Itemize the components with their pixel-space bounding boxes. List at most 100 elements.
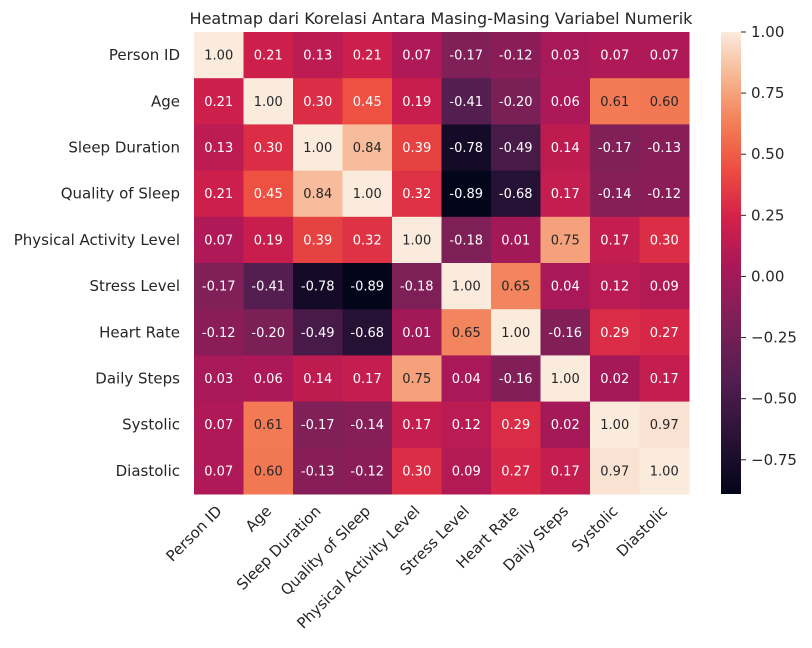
- heatmap-value-r8-c6: 0.29: [501, 418, 530, 433]
- heatmap-cell-r7-c4: [392, 355, 442, 403]
- colorbar-tick-label: −0.75: [751, 451, 797, 469]
- heatmap-cell-r7-c9: [639, 355, 690, 403]
- heatmap-cell-r2-c0: [194, 124, 244, 172]
- y-tick-label: Systolic: [122, 416, 180, 434]
- heatmap-value-r3-c4: 0.32: [402, 187, 431, 202]
- heatmap-value-r1-c6: -0.20: [499, 95, 533, 110]
- heatmap-cell-r4-c8: [590, 216, 640, 264]
- heatmap-cell-r7-c2: [293, 355, 343, 403]
- heatmap-cell-r9-c6: [491, 447, 541, 495]
- heatmap-value-r2-c9: -0.13: [647, 141, 681, 156]
- heatmap-value-r0-c0: 1.00: [204, 49, 233, 64]
- heatmap-value-r1-c8: 0.61: [600, 95, 629, 110]
- heatmap-cell-r7-c8: [590, 355, 640, 403]
- y-tick-label: Stress Level: [90, 277, 180, 295]
- y-tick-label: Physical Activity Level: [14, 231, 180, 249]
- heatmap-cell-r5-c9: [639, 263, 690, 310]
- heatmap-cell-r7-c1: [243, 355, 294, 403]
- heatmap-cell-r3-c8: [590, 170, 640, 218]
- heatmap-cell-r4-c0: [194, 216, 244, 264]
- heatmap-cell-r7-c5: [441, 355, 492, 403]
- heatmap-value-r2-c2: 1.00: [303, 141, 332, 156]
- heatmap-value-r6-c3: -0.68: [350, 326, 384, 341]
- heatmap-cell-r2-c6: [491, 124, 541, 172]
- heatmap-cell-r9-c0: [194, 447, 244, 495]
- heatmap-cell-r9-c2: [293, 447, 343, 495]
- heatmap-value-r5-c1: -0.41: [251, 280, 285, 295]
- heatmap-cell-r0-c7: [540, 32, 591, 79]
- heatmap-value-r4-c2: 0.39: [303, 233, 332, 248]
- heatmap-value-r5-c9: 0.09: [650, 280, 679, 295]
- heatmap-cell-r8-c9: [639, 401, 690, 449]
- heatmap-cell-r8-c0: [194, 401, 244, 449]
- heatmap-value-r2-c5: -0.78: [449, 141, 483, 156]
- heatmap-cell-r8-c1: [243, 401, 294, 449]
- heatmap-cell-r5-c2: [293, 263, 343, 310]
- heatmap-value-r5-c4: -0.18: [400, 280, 434, 295]
- heatmap-cell-r3-c2: [293, 170, 343, 218]
- heatmap-cell-r6-c9: [639, 309, 690, 356]
- heatmap-cell-r5-c0: [194, 263, 244, 310]
- colorbar-ticks: 1.00 0.75 0.50 0.25 0.00 −0.25 −0.50 −0.75: [741, 23, 797, 469]
- heatmap-value-r8-c8: 1.00: [600, 418, 629, 433]
- heatmap-cell-r0-c0: [194, 32, 244, 79]
- heatmap-cell-r1-c8: [590, 78, 640, 125]
- heatmap-value-r9-c2: -0.13: [301, 464, 335, 479]
- heatmap-value-r8-c1: 0.61: [254, 418, 283, 433]
- heatmap-value-r5-c3: -0.89: [350, 280, 384, 295]
- heatmap-value-r0-c1: 0.21: [254, 49, 283, 64]
- colorbar-tick-label: 0.50: [751, 145, 784, 163]
- heatmap-cell-r4-c4: [392, 216, 442, 264]
- heatmap-value-r3-c8: -0.14: [598, 187, 632, 202]
- heatmap-cell-r9-c5: [441, 447, 492, 495]
- heatmap-value-labels: 1.00 0.21 0.13 0.21 0.07 -0.17 -0.12 0.03 0.07 0.…: [202, 49, 681, 480]
- heatmap-value-r7-c2: 0.14: [303, 372, 332, 387]
- heatmap-cell-r8-c4: [392, 401, 442, 449]
- heatmap-value-r3-c3: 1.00: [353, 187, 382, 202]
- y-tick-label: Quality of Sleep: [61, 185, 180, 203]
- heatmap-value-r9-c0: 0.07: [204, 464, 233, 479]
- x-tick-label: Sleep Duration: [233, 502, 325, 594]
- heatmap-value-r0-c3: 0.21: [353, 49, 382, 64]
- heatmap-cell-r8-c2: [293, 401, 343, 449]
- heatmap-cell-r3-c7: [540, 170, 591, 218]
- heatmap-cell-r3-c5: [441, 170, 492, 218]
- colorbar-tick-label: 1.00: [751, 23, 784, 41]
- x-tick-label: Age: [242, 502, 275, 535]
- heatmap-cell-r0-c9: [639, 32, 690, 79]
- y-tick-label: Diastolic: [116, 462, 180, 480]
- heatmap-cell-r4-c5: [441, 216, 492, 264]
- heatmap-value-r2-c3: 0.84: [353, 141, 382, 156]
- heatmap-cell-r0-c5: [441, 32, 492, 79]
- heatmap-cell-r9-c9: [639, 447, 690, 495]
- heatmap-value-r7-c0: 0.03: [204, 372, 233, 387]
- heatmap-value-r0-c2: 0.13: [303, 49, 332, 64]
- heatmap-value-r8-c5: 0.12: [452, 418, 481, 433]
- heatmap-value-r7-c5: 0.04: [452, 372, 481, 387]
- heatmap-value-r6-c9: 0.27: [650, 326, 679, 341]
- y-tick-label: Daily Steps: [95, 370, 180, 388]
- heatmap-cell-r2-c4: [392, 124, 442, 172]
- heatmap-cell-r3-c4: [392, 170, 442, 218]
- heatmap-cell-r4-c9: [639, 216, 690, 264]
- heatmap-cell-r1-c7: [540, 78, 591, 125]
- heatmap-value-r7-c7: 1.00: [551, 372, 580, 387]
- heatmap-value-r5-c7: 0.04: [551, 280, 580, 295]
- heatmap-value-r1-c4: 0.19: [402, 95, 431, 110]
- heatmap-cell-r0-c6: [491, 32, 541, 79]
- heatmap-cell-r7-c6: [491, 355, 541, 403]
- heatmap-cell-r6-c4: [392, 309, 442, 356]
- heatmap-value-r0-c8: 0.07: [600, 49, 629, 64]
- heatmap-value-r3-c0: 0.21: [204, 187, 233, 202]
- heatmap-cell-r2-c9: [639, 124, 690, 172]
- heatmap-cell-r7-c0: [194, 355, 244, 403]
- heatmap-cell-r1-c4: [392, 78, 442, 125]
- heatmap-cells: [194, 32, 690, 495]
- heatmap-value-r5-c8: 0.12: [600, 280, 629, 295]
- heatmap-value-r1-c5: -0.41: [449, 95, 483, 110]
- heatmap-cell-r5-c3: [342, 263, 393, 310]
- heatmap-cell-r4-c6: [491, 216, 541, 264]
- heatmap-value-r9-c4: 0.30: [402, 464, 431, 479]
- heatmap-cell-r8-c5: [441, 401, 492, 449]
